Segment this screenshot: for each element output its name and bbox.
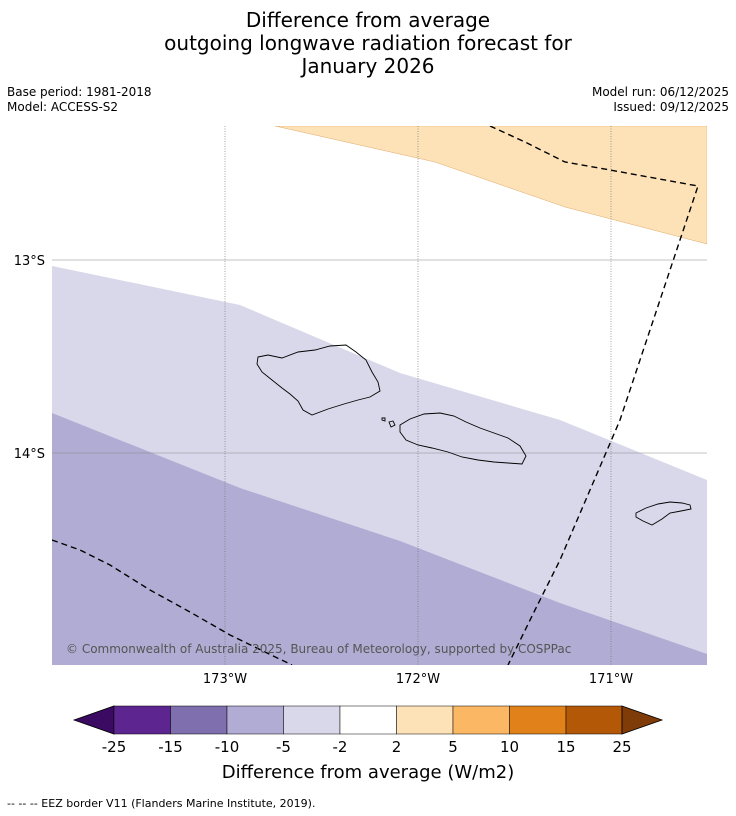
colorbar-segment-5 [339,705,397,735]
anomaly-band-medium-negative [52,413,707,665]
lon-label-171w: 171°W [589,672,633,687]
title-line-1: Difference from average [245,8,491,32]
colorbar-label: Difference from average (W/m2) [222,762,514,783]
meta-left: Base period: 1981-2018 Model: ACCESS-S2 [7,85,152,115]
colorbar: -25 -15 -10 -5 -2 2 5 10 15 25 Differenc… [72,705,664,783]
island-savaii [256,344,381,416]
eez-border-southwest [52,539,293,665]
colorbar-tick: -5 [276,738,291,756]
copyright-text: © Commonwealth of Australia 2025, Bureau… [66,642,571,656]
model-name: Model: ACCESS-S2 [7,100,119,114]
colorbar-segment-6 [396,705,454,735]
colorbar-arrow-right [621,705,664,735]
colorbar-segment-2 [170,705,228,735]
colorbar-tick: 5 [448,738,458,756]
colorbar-tick: -25 [102,738,127,756]
title-line-2: outgoing longwave radiation forecast for [164,31,572,55]
colorbar-segment-7 [452,705,510,735]
colorbar-tick: -2 [333,738,348,756]
colorbar-arrow-left [72,705,115,735]
map-area: © Commonwealth of Australia 2025, Bureau… [52,126,707,665]
eez-border-north [489,126,699,665]
colorbar-tick: 15 [556,738,575,756]
lon-label-172w: 172°W [396,672,440,687]
island-manono [388,420,396,428]
colorbar-tick: -15 [158,738,183,756]
lat-label-13s: 13°S [14,254,45,269]
colorbar-segment-1 [113,705,171,735]
eez-legend-footer: -- -- -- EEZ border V11 (Flanders Marine… [7,797,316,810]
title-line-3: January 2026 [301,54,435,78]
colorbar-tick: 25 [612,738,631,756]
lon-label-173w: 173°W [203,672,247,687]
colorbar-segment-4 [283,705,341,735]
colorbar-segment-3 [226,705,284,735]
lat-label-14s: 14°S [14,447,45,462]
anomaly-band-positive [274,126,707,245]
base-period: Base period: 1981-2018 [7,85,152,99]
island-apolima [381,417,386,422]
colorbar-tick: 10 [500,738,519,756]
issued-date: Issued: 09/12/2025 [613,100,729,114]
island-upolu [399,412,527,465]
island-tutuila [635,501,692,526]
colorbar-tick: 2 [392,738,402,756]
model-run: Model run: 06/12/2025 [591,85,729,99]
meta-right: Model run: 06/12/2025 Issued: 09/12/2025 [592,85,729,115]
colorbar-tick: -10 [215,738,240,756]
colorbar-segment-8 [509,705,567,735]
colorbar-segment-9 [565,705,623,735]
